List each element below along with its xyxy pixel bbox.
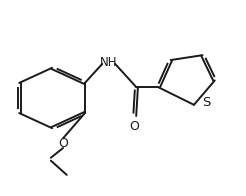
- Text: S: S: [202, 96, 211, 109]
- Text: O: O: [129, 120, 139, 133]
- Text: NH: NH: [100, 56, 117, 69]
- Text: O: O: [58, 137, 68, 150]
